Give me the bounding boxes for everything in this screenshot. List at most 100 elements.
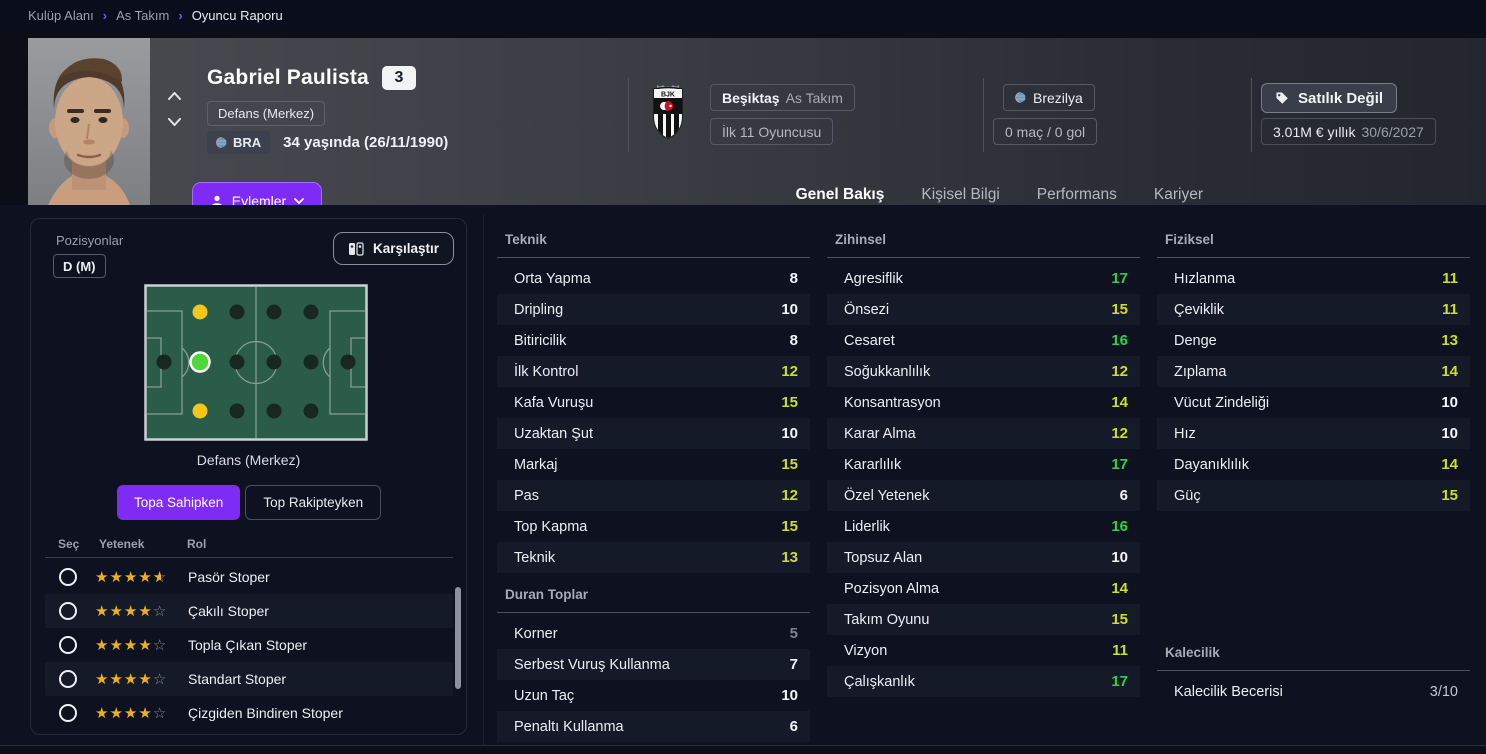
star-empty-icon: ☆ [152, 669, 168, 688]
club-chip[interactable]: Beşiktaş As Takım [710, 84, 855, 111]
star-full-icon: ★ [138, 635, 153, 654]
role-row-çakılı-stoper[interactable]: ★ ★ ★ ★ ☆ Çakılı Stoper [45, 594, 453, 628]
attribute-label: Önsezi [844, 301, 890, 318]
position-dot-unrated [229, 354, 245, 370]
attribute-label: Hız [1174, 425, 1196, 442]
tab-kariyer[interactable]: Kariyer [1153, 186, 1203, 203]
positions-panel: Pozisyonlar D (M) Karşılaştır [30, 218, 467, 735]
attribute-row-penaltı-kullanma: Penaltı Kullanma 6 [497, 711, 810, 742]
column-divider [483, 215, 484, 747]
attribute-value: 15 [1441, 487, 1458, 504]
star-full-icon: ★ [109, 669, 124, 688]
position-dot-unrated [229, 403, 245, 419]
attribute-value: 15 [781, 518, 798, 535]
breadcrumb-item-as-takım[interactable]: As Takım [116, 7, 170, 23]
attribute-row-kafa-vuruşu: Kafa Vuruşu 15 [497, 387, 810, 418]
role-radio[interactable] [59, 704, 77, 722]
attribute-value: 17 [1111, 270, 1128, 287]
breadcrumb-separator: › [102, 7, 108, 23]
attribute-row-uzaktan-şut: Uzaktan Şut 10 [497, 418, 810, 449]
role-row-topla-çıkan-stoper[interactable]: ★ ★ ★ ★ ☆ Topla Çıkan Stoper [45, 628, 453, 662]
star-rating: ★ ★ ★ ★ ☆ [95, 703, 181, 722]
tab-genel-bakış[interactable]: Genel Bakış [788, 186, 892, 217]
role-name: Çakılı Stoper [188, 603, 269, 619]
attribute-label: Denge [1174, 332, 1217, 349]
attribute-value: 11 [1442, 270, 1458, 287]
star-full-icon: ★ [109, 567, 124, 586]
attribute-label: Özel Yetenek [844, 487, 930, 504]
transfer-status-button[interactable]: Satılık Değil [1261, 83, 1398, 113]
attribute-row-vücut-zindeliği: Vücut Zindeliği 10 [1157, 387, 1470, 418]
attribute-row-vizyon: Vizyon 11 [827, 635, 1140, 666]
section-title: Kalecilik [1157, 631, 1470, 671]
star-full-icon: ★ [123, 669, 139, 688]
star-full-icon: ★ [123, 567, 139, 586]
attributes-column-technical: Teknik Orta Yapma 8 Dripling 10 Bitiricilik 8… [497, 218, 810, 742]
role-row-çizgiden-bindiren-stoper[interactable]: ★ ★ ★ ★ ☆ Çizgiden Bindiren Stoper [45, 696, 453, 730]
previous-player-button[interactable] [163, 88, 185, 104]
attribute-label: Topsuz Alan [844, 549, 923, 566]
breadcrumb: Kulüp Alanı › As Takım › Oyuncu Raporu [0, 0, 1486, 30]
attribute-label: Serbest Vuruş Kullanma [514, 656, 670, 673]
attribute-label: Soğukkanlılık [844, 363, 931, 380]
toggle-top-rakipteyken[interactable]: Top Rakipteyken [245, 485, 382, 520]
position-dots [156, 304, 356, 419]
breadcrumb-item-oyuncu-raporu[interactable]: Oyuncu Raporu [191, 7, 283, 23]
attribute-value: 10 [781, 687, 798, 704]
attribute-row-serbest-vuruş-kullanma: Serbest Vuruş Kullanma 7 [497, 649, 810, 680]
role-radio[interactable] [59, 636, 77, 654]
attribute-value: 6 [789, 718, 798, 735]
role-row-standart-stoper[interactable]: ★ ★ ★ ★ ☆ Standart Stoper [45, 662, 453, 696]
compare-button[interactable]: Karşılaştır [332, 232, 454, 265]
star-full-icon: ★ [95, 635, 110, 654]
star-full-icon: ★ [138, 703, 153, 722]
header-divider [1251, 78, 1252, 152]
role-list-scrollbar[interactable] [455, 587, 461, 689]
squad-status-chip: İlk 11 Oyuncusu [710, 118, 834, 145]
attribute-value: 8 [789, 332, 798, 349]
attribute-row-uzun-taç: Uzun Taç 10 [497, 680, 810, 711]
position-dot-accomplished [192, 403, 208, 419]
attr-section-kalecilik: Kalecilik Kalecilik Becerisi 3/10 [1157, 631, 1470, 707]
tab-kişisel-bilgi[interactable]: Kişisel Bilgi [921, 186, 1000, 203]
tab-performans[interactable]: Performans [1036, 186, 1117, 203]
attribute-label: Hızlanma [1174, 270, 1236, 287]
attribute-row-özel-yetenek: Özel Yetenek 6 [827, 480, 1140, 511]
player-name: Gabriel Paulista [207, 66, 369, 89]
attribute-label: Karar Alma [844, 425, 916, 442]
attribute-label: Güç [1174, 487, 1201, 504]
star-empty-icon: ☆ [152, 635, 168, 654]
attribute-value: 14 [1111, 580, 1128, 597]
role-radio[interactable] [59, 568, 77, 586]
role-row-pasör-stoper[interactable]: ★ ★ ★ ★ ☆ ★ Pasör Stoper [45, 560, 453, 594]
attribute-row-markaj: Markaj 15 [497, 449, 810, 480]
attribute-label: Uzun Taç [514, 687, 575, 704]
attribute-row-soğukkanlılık: Soğukkanlılık 12 [827, 356, 1140, 387]
squad-number-badge: 3 [381, 66, 416, 90]
attribute-value: 15 [781, 456, 798, 473]
position-dot-unrated [266, 304, 282, 320]
attr-section-duran-toplar: Duran Toplar Korner 5 Serbest Vuruş Kullan… [497, 573, 810, 742]
attribute-row-liderlik: Liderlik 16 [827, 511, 1140, 542]
attribute-row-hızlanma: Hızlanma 11 [1157, 263, 1470, 294]
attribute-row-kararlılık: Kararlılık 17 [827, 449, 1140, 480]
role-name: Topla Çıkan Stoper [188, 637, 308, 653]
globe-icon [216, 137, 227, 148]
attribute-row-çalışkanlık: Çalışkanlık 17 [827, 666, 1140, 697]
next-player-button[interactable] [163, 114, 185, 130]
national-team-chip[interactable]: Brezilya [1003, 84, 1095, 111]
role-radio[interactable] [59, 670, 77, 688]
attr-section-fiziksel: Fiziksel Hızlanma 11 Çeviklik 11 Denge 13 Zıpl… [1157, 218, 1470, 511]
roles-header-select: Seç [58, 537, 80, 551]
toggle-topa-sahipken[interactable]: Topa Sahipken [117, 485, 241, 520]
star-full-icon: ★ [109, 601, 124, 620]
attribute-value: 3/10 [1429, 683, 1458, 700]
position-code-chip: D (M) [53, 254, 106, 278]
attribute-value: 6 [1119, 487, 1128, 504]
bottom-divider [0, 745, 1486, 746]
breadcrumb-item-kulüp-alanı[interactable]: Kulüp Alanı [28, 7, 94, 23]
role-radio[interactable] [59, 602, 77, 620]
star-rating: ★ ★ ★ ★ ☆ [95, 601, 181, 620]
star-full-icon: ★ [123, 703, 139, 722]
attribute-value: 15 [1111, 301, 1128, 318]
